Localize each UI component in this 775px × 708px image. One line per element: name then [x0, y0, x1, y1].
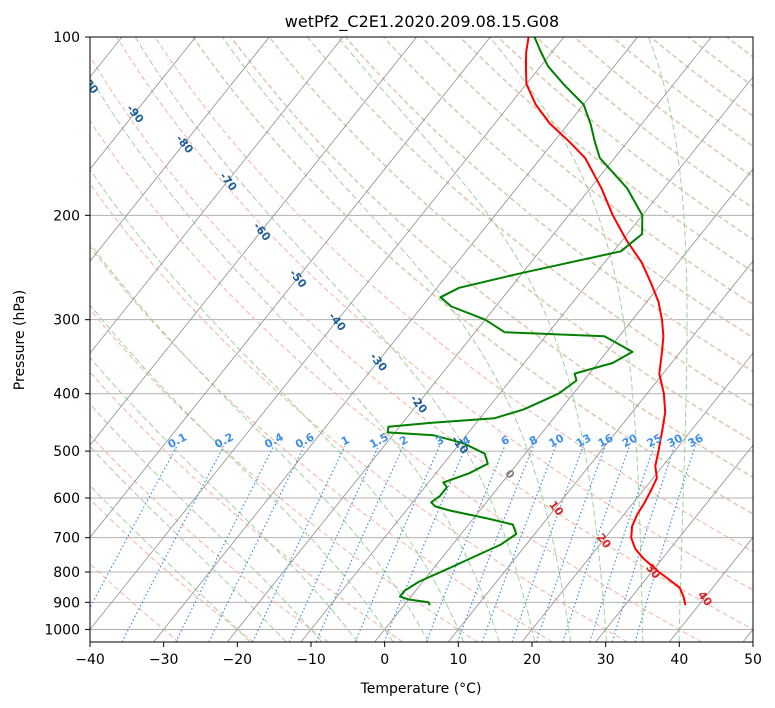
dry-adiabat [421, 37, 753, 306]
mixing-ratio-lines [90, 445, 696, 642]
mixing-ratio-label: 10 [547, 431, 567, 450]
isotherm [595, 444, 753, 642]
mixing-ratio-line [511, 445, 584, 642]
y-tick-label: 100 [53, 30, 80, 46]
isotherm [300, 76, 753, 642]
isotherm [90, 37, 344, 354]
isotherm [521, 352, 753, 642]
dry-adiabat [90, 434, 329, 642]
dry-adiabat [90, 562, 180, 642]
dry-adiabat [90, 55, 753, 631]
mixing-ratio-line [589, 445, 655, 642]
x-tick-label: 0 [380, 652, 389, 668]
isotherm [447, 260, 753, 642]
dry-adiabat [90, 183, 628, 642]
isotherm [153, 37, 638, 642]
moist-adiabat [90, 242, 429, 642]
moist-adiabat [647, 37, 688, 642]
x-tick-label: 10 [449, 652, 467, 668]
y-tick-label: 1000 [44, 622, 80, 638]
mixing-ratio-label: 30 [665, 431, 685, 450]
isotherm [90, 37, 270, 262]
x-tick-label: −10 [296, 652, 326, 668]
x-tick-label: −30 [149, 652, 179, 668]
isotherm [90, 37, 565, 631]
mixing-ratio-line [611, 445, 676, 642]
y-tick-label: 700 [53, 531, 80, 547]
y-tick-label: 900 [53, 595, 80, 611]
dry-adiabat [90, 498, 254, 642]
moist-adiabat [489, 37, 644, 642]
mixing-ratio-line [315, 445, 404, 642]
plot-frame [89, 36, 754, 643]
x-tick-label: 40 [670, 652, 688, 668]
mixing-ratio-label: 16 [596, 431, 616, 450]
moist-adiabat [90, 356, 359, 642]
axes: −40 −30 −20 −10 0 10 20 30 40 50 100 200 300 400 500 60… [44, 30, 762, 668]
moist-adiabat [90, 75, 500, 642]
dry-adiabats [90, 37, 753, 642]
dry-adiabat [154, 37, 753, 553]
mixing-ratio-line [354, 445, 441, 642]
dry-adiabat [230, 37, 753, 479]
mixing-ratio-line [175, 445, 275, 642]
dry-adiabat [268, 37, 753, 443]
y-tick-label: 500 [53, 444, 80, 460]
isotherm [668, 536, 753, 642]
moist-adiabat [90, 485, 251, 642]
isotherm [90, 37, 491, 539]
x-tick-label: −40 [75, 652, 105, 668]
moist-adiabat [90, 403, 323, 642]
mixing-ratio-label: 20 [620, 431, 640, 450]
mixing-ratio-label: 13 [574, 432, 594, 451]
moist-adiabat [90, 168, 465, 642]
x-tick-label: 20 [523, 652, 541, 668]
mixing-ratio-label: 25 [645, 431, 665, 450]
mixing-ratio-line [481, 445, 557, 642]
x-axis-label: Temperature (°C) [360, 681, 482, 697]
y-tick-label: 300 [53, 313, 80, 329]
x-tick-label: 50 [744, 652, 762, 668]
dewpoint-line [386, 37, 644, 606]
plot-area: -100-90-80-70-60-50-40-30-20-10010203040… [73, 37, 753, 642]
temperature-line [524, 37, 687, 606]
moist-adiabat [90, 445, 287, 642]
dry-adiabat [383, 37, 753, 339]
y-tick-label: 200 [53, 208, 80, 224]
mixing-ratio-label: 36 [686, 431, 706, 450]
dry-adiabat [90, 119, 702, 642]
chart-title: wetPf2_C2E1.2020.209.08.15.G08 [285, 12, 559, 32]
profile-lines [386, 37, 687, 606]
mixing-ratio-line [208, 445, 306, 642]
mixing-ratio-line [562, 445, 631, 642]
mixing-ratio-line [535, 445, 606, 642]
y-tick-label: 800 [53, 565, 80, 581]
isotherm [90, 37, 196, 170]
moist-adiabat [134, 37, 536, 642]
y-tick-label: 600 [53, 491, 80, 507]
x-tick-label: −20 [223, 652, 253, 668]
isotherm [90, 37, 417, 447]
y-tick-label: 400 [53, 387, 80, 403]
isotherm-label: -100 [73, 67, 101, 97]
mixing-ratio-line [634, 445, 696, 642]
mixing-ratio-line [456, 445, 534, 642]
isotherms [90, 37, 753, 642]
x-tick-label: 30 [597, 652, 615, 668]
y-axis-label: Pressure (hPa) [12, 290, 28, 390]
isotherm [226, 37, 712, 642]
dry-adiabat [192, 37, 753, 515]
isotherm [374, 168, 753, 642]
